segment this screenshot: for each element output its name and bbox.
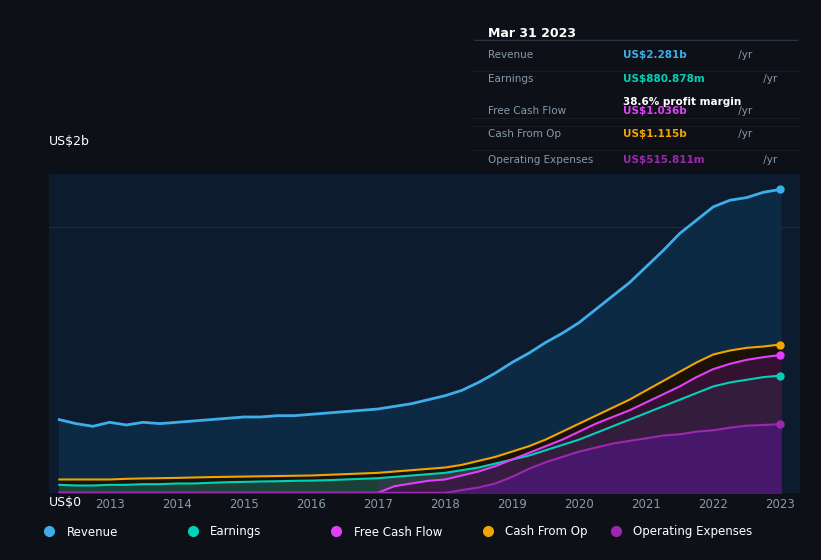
Text: US$2b: US$2b [49,135,90,148]
Text: Cash From Op: Cash From Op [488,129,562,139]
Text: US$2.281b: US$2.281b [623,50,687,60]
Text: US$1.115b: US$1.115b [623,129,687,139]
Text: US$880.878m: US$880.878m [623,74,705,84]
Text: Operating Expenses: Operating Expenses [633,525,753,539]
Text: US$515.811m: US$515.811m [623,155,704,165]
Text: /yr: /yr [760,155,777,165]
Text: Free Cash Flow: Free Cash Flow [488,106,566,116]
Text: Revenue: Revenue [488,50,534,60]
Text: US$0: US$0 [49,496,82,509]
Text: Earnings: Earnings [210,525,262,539]
Text: Revenue: Revenue [67,525,118,539]
Text: Earnings: Earnings [488,74,534,84]
Text: /yr: /yr [736,129,753,139]
Text: Free Cash Flow: Free Cash Flow [354,525,443,539]
Text: Mar 31 2023: Mar 31 2023 [488,27,576,40]
Text: /yr: /yr [736,50,753,60]
Text: 38.6% profit margin: 38.6% profit margin [623,97,741,108]
Text: Cash From Op: Cash From Op [505,525,587,539]
Text: US$1.036b: US$1.036b [623,106,687,116]
Text: /yr: /yr [736,106,753,116]
Text: Operating Expenses: Operating Expenses [488,155,594,165]
Text: /yr: /yr [760,74,777,84]
